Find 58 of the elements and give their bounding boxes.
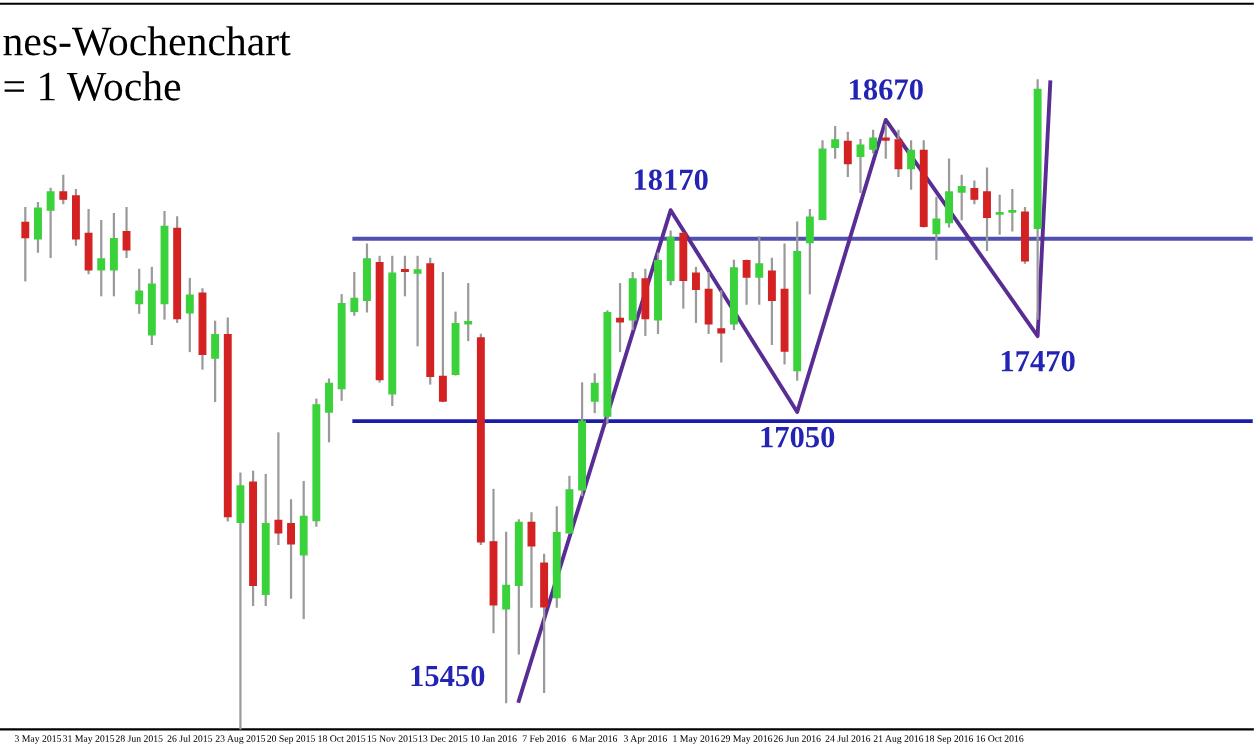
candlestick: [565, 475, 574, 534]
candlestick: [21, 207, 30, 282]
candlestick: [692, 266, 700, 323]
candlestick: [679, 232, 688, 309]
candlestick: [1008, 188, 1017, 232]
candlestick: [945, 158, 953, 228]
candlestick: [97, 220, 106, 297]
candlestick: [805, 209, 814, 295]
candlestick: [185, 277, 194, 353]
candlestick: [894, 129, 903, 177]
chart-subtitle: = 1 Woche: [4, 71, 181, 101]
candlestick: [438, 272, 447, 403]
candlestick: [767, 257, 776, 345]
candlestick: [325, 378, 333, 443]
candlestick: [666, 230, 675, 286]
candlestick: [881, 124, 890, 159]
candlestick: [641, 268, 650, 336]
candlestick: [274, 432, 283, 545]
candlestick: [704, 272, 713, 334]
candlestick: [363, 243, 371, 313]
candlestick: [869, 129, 878, 154]
annotation: 18670: [850, 79, 923, 100]
candlestick: [34, 201, 42, 253]
candlestick: [413, 255, 422, 347]
candlestick: [109, 212, 118, 297]
candlestick: [742, 259, 751, 305]
candlestick: [983, 167, 991, 251]
candlestick: [843, 131, 852, 177]
candlestick: [502, 531, 511, 704]
candlestick: [464, 283, 473, 342]
candlestick: [59, 174, 68, 205]
candlestick: [84, 209, 93, 275]
candlestick: [287, 499, 295, 599]
candlestick: [211, 320, 220, 403]
candlestick: [755, 236, 764, 305]
candlestick: [970, 180, 979, 205]
candlestick: [71, 188, 80, 246]
annotation: 17470: [1001, 350, 1075, 372]
candlestick: [995, 194, 1004, 235]
candlestick: [540, 553, 549, 693]
candlestick: [831, 125, 840, 159]
candlestick: [350, 272, 359, 316]
candlestick: [717, 290, 726, 363]
candlestick: [46, 187, 55, 259]
chart-title: nes-Wochenchart: [3, 26, 291, 56]
candlestick: [236, 472, 245, 730]
candlestick: [907, 140, 916, 190]
annotation: 18170: [634, 169, 708, 191]
annotation: 17050: [761, 426, 835, 448]
candlestick: [616, 283, 624, 353]
annotation: 15450: [411, 665, 485, 687]
candlestick: [932, 196, 941, 260]
candlestick: [135, 268, 144, 314]
candlestick: [957, 174, 966, 221]
candlestick: [590, 373, 599, 414]
candlestick: [400, 255, 409, 297]
candlestick: [299, 481, 308, 619]
candlestick: [628, 272, 637, 331]
